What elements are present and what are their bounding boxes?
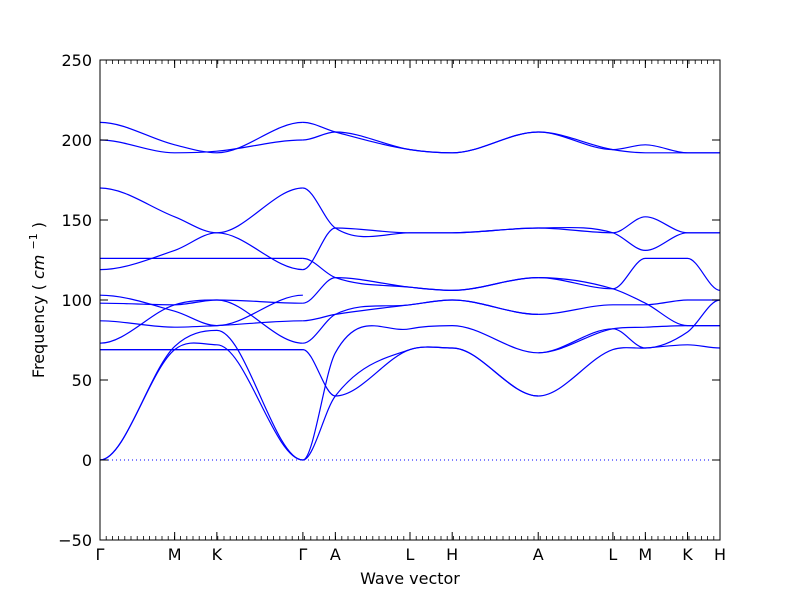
band-line-15	[302, 346, 539, 397]
x-tick-label: H	[714, 545, 726, 564]
band-line-1	[99, 329, 303, 461]
band-line-4	[99, 299, 303, 344]
band-line-10	[99, 187, 303, 234]
band-line-5	[99, 320, 303, 328]
band-line-28	[538, 257, 721, 291]
band-line-24	[538, 344, 721, 397]
band-line-7	[99, 294, 303, 327]
x-tick-label: L	[608, 545, 617, 564]
band-line-20	[302, 257, 539, 291]
band-line-21	[302, 187, 539, 238]
band-line-23	[302, 121, 539, 154]
band-line-31	[538, 226, 720, 251]
band-line-0	[99, 342, 303, 461]
band-line-25	[538, 299, 721, 354]
band-line-27	[538, 299, 720, 315]
x-axis-label: Wave vector	[360, 569, 460, 588]
x-tick-label: Γ	[298, 545, 307, 564]
x-tick-label: A	[533, 545, 544, 564]
plot-frame	[99, 59, 721, 541]
band-line-11	[99, 139, 303, 154]
y-axis-label: Frequency ( cm −1 )	[22, 222, 48, 378]
band-line-33	[538, 131, 720, 154]
band-line-17	[302, 299, 539, 322]
band-line-22	[302, 131, 539, 154]
band-line-16	[302, 299, 539, 344]
y-tick-label: −50	[58, 531, 92, 550]
band-line-12	[99, 121, 303, 154]
band-line-30	[538, 216, 720, 234]
y-tick-label: 50	[72, 371, 92, 390]
tick-labels: −50 0 50 100 150 200 250 Γ M K Γ A L H A L M K H	[58, 51, 726, 564]
band-line-6	[99, 299, 303, 306]
y-tick-label: 150	[61, 211, 92, 230]
band-line-18	[302, 277, 539, 304]
band-lines	[99, 121, 721, 461]
y-axis-label-close-paren: )	[29, 222, 48, 228]
band-line-14	[302, 325, 539, 461]
x-tick-label: A	[330, 545, 341, 564]
y-axis-label-open-paren: (	[29, 284, 48, 290]
y-axis-label-unit-exponent: −1	[27, 233, 40, 249]
band-line-19	[302, 227, 539, 271]
x-tick-label: Γ	[96, 545, 105, 564]
band-line-29	[538, 277, 720, 327]
y-axis-label-text: Frequency	[29, 295, 48, 378]
x-tick-label: L	[406, 545, 415, 564]
x-tick-label: M	[638, 545, 652, 564]
band-line-13	[302, 346, 539, 461]
band-line-32	[538, 131, 720, 154]
y-tick-label: 250	[61, 51, 92, 70]
y-tick-label: 100	[61, 291, 92, 310]
x-tick-label: K	[682, 545, 693, 564]
y-axis-label-unit: cm	[29, 255, 48, 279]
x-tick-label: K	[212, 545, 223, 564]
y-tick-label: 200	[61, 131, 92, 150]
x-tick-label: M	[168, 545, 182, 564]
y-tick-label: 0	[82, 451, 92, 470]
x-tick-label: H	[446, 545, 458, 564]
axis-ticks	[99, 59, 721, 541]
band-line-8	[99, 232, 303, 271]
